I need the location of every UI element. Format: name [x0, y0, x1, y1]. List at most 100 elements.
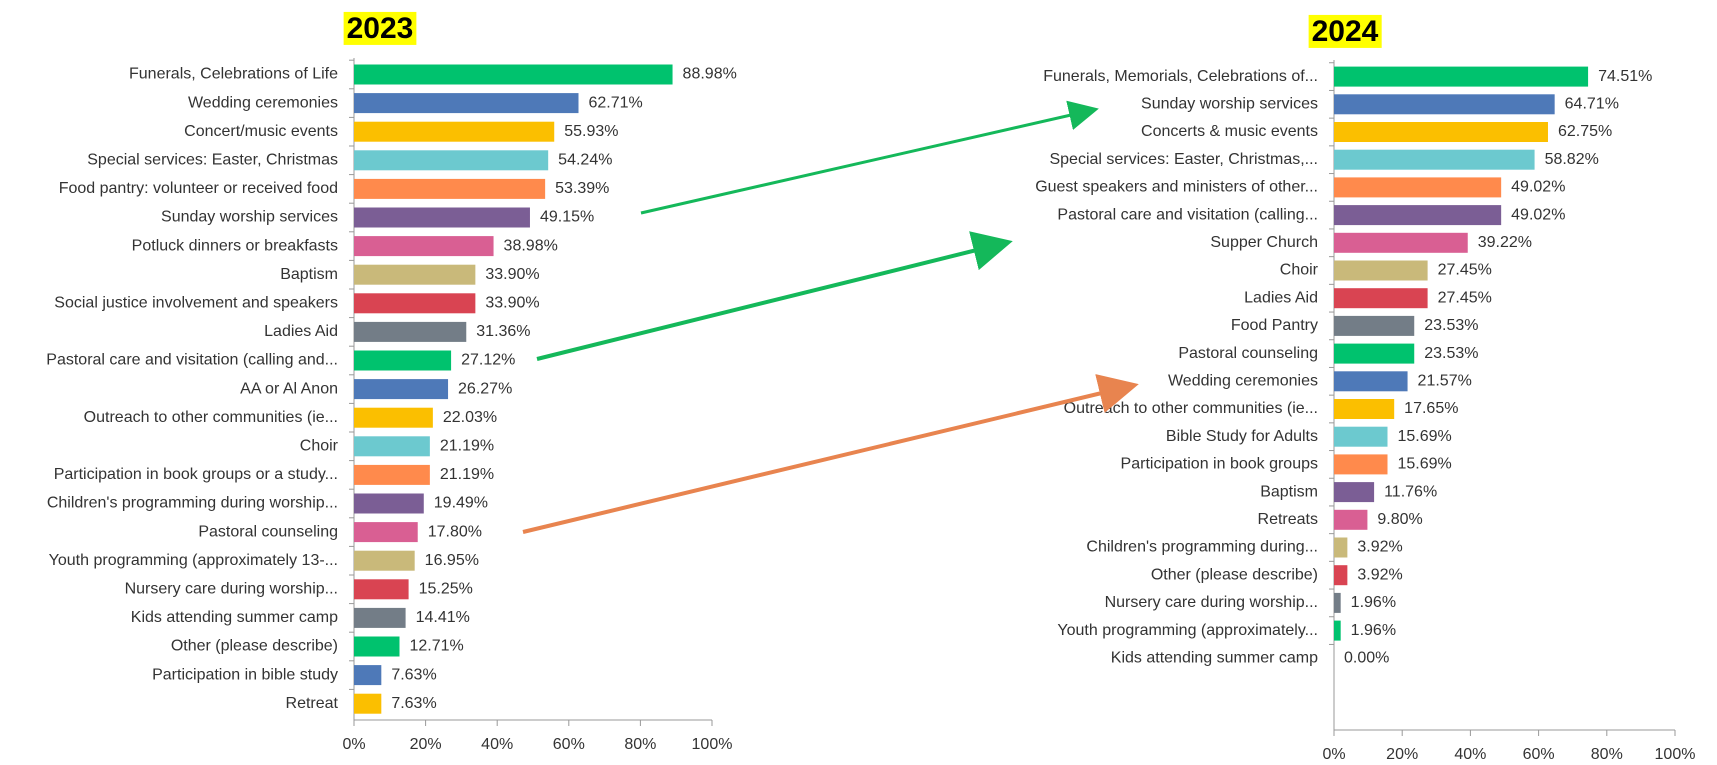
- category-label: Pastoral counseling: [1178, 345, 1318, 362]
- bar: [1334, 288, 1428, 309]
- value-label: 14.41%: [416, 609, 470, 626]
- bar: [1334, 620, 1341, 641]
- category-label: Children's programming during worship...: [47, 495, 338, 512]
- value-label: 16.95%: [425, 552, 479, 569]
- category-label: Pastoral care and visitation (calling...: [1057, 206, 1318, 223]
- value-label: 27.45%: [1438, 289, 1492, 306]
- value-label: 15.69%: [1398, 428, 1452, 445]
- bar: [354, 350, 452, 371]
- bar: [354, 407, 433, 428]
- bar: [354, 607, 406, 628]
- bar: [1334, 66, 1589, 87]
- category-label: Outreach to other communities (ie...: [1064, 400, 1318, 417]
- value-label: 49.02%: [1511, 179, 1565, 196]
- category-label: Kids attending summer camp: [131, 609, 338, 626]
- value-label: 19.49%: [434, 495, 488, 512]
- category-label: Supper Church: [1210, 234, 1318, 251]
- category-label: Participation in book groups or a study.…: [54, 466, 338, 483]
- category-label: Bible Study for Adults: [1166, 428, 1318, 445]
- value-label: 15.25%: [419, 581, 473, 598]
- category-label: Potluck dinners or breakfasts: [132, 237, 338, 254]
- value-label: 17.80%: [428, 523, 482, 540]
- category-label: Social justice involvement and speakers: [54, 295, 338, 312]
- x-tick-label: 20%: [410, 736, 442, 753]
- bar: [354, 665, 382, 686]
- x-tick-label: 60%: [553, 736, 585, 753]
- category-label: AA or Al Anon: [240, 380, 338, 397]
- bar: [1334, 509, 1368, 530]
- value-label: 1.96%: [1351, 622, 1396, 639]
- value-label: 54.24%: [558, 152, 612, 169]
- bar: [1334, 260, 1428, 281]
- value-label: 7.63%: [391, 695, 436, 712]
- value-label: 38.98%: [504, 237, 558, 254]
- value-label: 62.75%: [1558, 123, 1612, 140]
- category-label: Baptism: [280, 266, 338, 283]
- value-label: 55.93%: [564, 123, 618, 140]
- bar: [1334, 537, 1348, 558]
- value-label: 21.57%: [1418, 373, 1472, 390]
- bar: [1334, 399, 1395, 419]
- x-tick-label: 40%: [481, 736, 513, 753]
- category-label: Pastoral counseling: [198, 523, 338, 540]
- bar: [354, 379, 449, 400]
- category-label: Food pantry: volunteer or received food: [59, 180, 338, 197]
- category-label: Outreach to other communities (ie...: [84, 409, 338, 426]
- value-label: 62.71%: [589, 94, 643, 111]
- category-label: Wedding ceremonies: [188, 94, 338, 111]
- bar: [354, 178, 546, 199]
- bar: [1334, 177, 1502, 198]
- value-label: 0.00%: [1344, 650, 1389, 667]
- value-label: 21.19%: [440, 466, 494, 483]
- category-label: Other (please describe): [1151, 566, 1318, 583]
- value-label: 26.27%: [458, 380, 512, 397]
- bar: [354, 207, 530, 228]
- category-label: Youth programming (approximately 13-...: [49, 552, 338, 569]
- value-label: 11.76%: [1384, 483, 1437, 500]
- bar: [354, 93, 579, 114]
- x-tick-label: 20%: [1386, 746, 1418, 763]
- value-label: 39.22%: [1478, 234, 1532, 251]
- value-label: 49.02%: [1511, 206, 1565, 223]
- chart-title: 2023: [347, 12, 414, 45]
- x-tick-label: 0%: [1322, 746, 1345, 763]
- category-label: Other (please describe): [171, 638, 338, 655]
- bar: [354, 64, 673, 85]
- bar: [354, 550, 415, 571]
- category-label: Funerals, Celebrations of Life: [129, 66, 338, 83]
- bar: [354, 150, 549, 171]
- bar: [354, 436, 430, 457]
- category-label: Concert/music events: [184, 123, 338, 140]
- value-label: 64.71%: [1565, 96, 1619, 113]
- category-label: Participation in bible study: [152, 666, 338, 683]
- bar: [1334, 149, 1535, 170]
- category-label: Choir: [300, 438, 339, 455]
- category-label: Youth programming (approximately...: [1057, 622, 1318, 639]
- chart-title: 2024: [1312, 15, 1379, 48]
- value-label: 7.63%: [391, 666, 436, 683]
- value-label: 23.53%: [1424, 345, 1478, 362]
- value-label: 33.90%: [485, 295, 539, 312]
- value-label: 33.90%: [485, 266, 539, 283]
- arrow: [640, 100, 1099, 215]
- value-label: 23.53%: [1424, 317, 1478, 334]
- category-label: Choir: [1280, 262, 1319, 279]
- bar: [354, 464, 430, 485]
- arrow: [522, 374, 1139, 534]
- x-tick-label: 60%: [1523, 746, 1555, 763]
- title-highlight: [1308, 14, 1382, 48]
- value-label: 27.45%: [1438, 262, 1492, 279]
- arrow: [536, 231, 1013, 361]
- category-label: Sunday worship services: [1141, 96, 1318, 113]
- bar: [1334, 94, 1555, 115]
- value-label: 49.15%: [540, 209, 594, 226]
- bar: [1334, 426, 1388, 447]
- category-label: Participation in book groups: [1121, 456, 1318, 473]
- value-label: 12.71%: [410, 638, 464, 655]
- bar: [354, 693, 382, 714]
- bar: [1334, 454, 1388, 475]
- category-label: Nursery care during worship...: [1105, 594, 1318, 611]
- bar: [1334, 205, 1502, 226]
- category-label: Food Pantry: [1231, 317, 1318, 334]
